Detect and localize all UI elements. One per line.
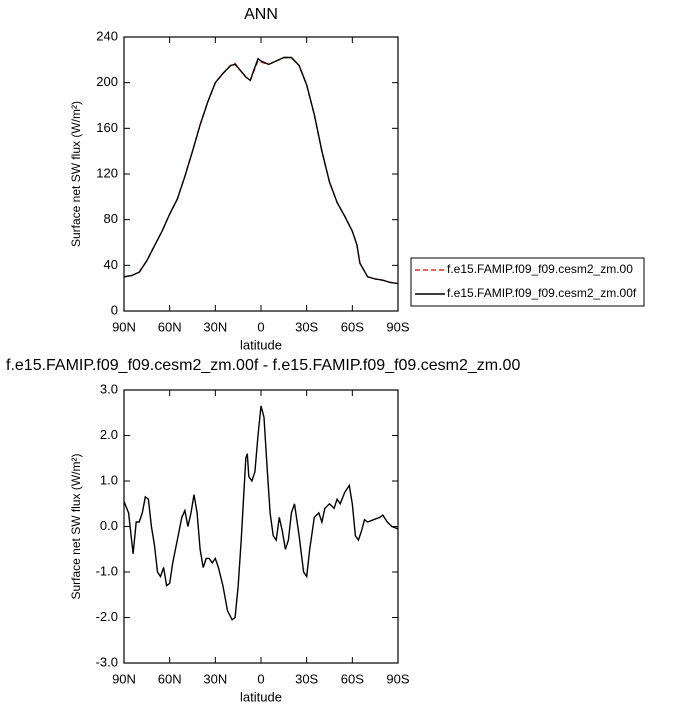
plot-frame — [123, 36, 399, 312]
data-line — [123, 405, 399, 621]
legend-box — [410, 257, 645, 307]
y-tick-label: 3.0 — [100, 381, 118, 396]
y-tick-label: -2.0 — [96, 609, 118, 624]
x-tick-label: 30S — [295, 319, 318, 334]
y-tick-label: 120 — [96, 165, 118, 180]
data-line — [123, 56, 399, 285]
y-tick-label: 40 — [104, 257, 118, 272]
chart-title: f.e15.FAMIP.f09_f09.cesm2_zm.00f - f.e15… — [6, 357, 520, 374]
x-axis-label: latitude — [240, 337, 282, 352]
y-tick-label: 240 — [96, 28, 118, 43]
legend-label: f.e15.FAMIP.f09_f09.cesm2_zm.00f — [447, 286, 637, 300]
y-tick-label: 2.0 — [100, 427, 118, 442]
x-tick-label: 60N — [158, 671, 182, 686]
data-line — [123, 56, 399, 285]
x-tick-label: 0 — [257, 671, 264, 686]
y-tick-label: 160 — [96, 120, 118, 135]
x-tick-label: 30N — [203, 319, 227, 334]
legend-label: f.e15.FAMIP.f09_f09.cesm2_zm.00 — [447, 262, 633, 276]
x-tick-label: 60S — [341, 319, 364, 334]
x-tick-label: 90S — [386, 319, 409, 334]
y-axis-label: Surface net SW flux (W/m²) — [69, 101, 83, 247]
x-tick-label: 60N — [158, 319, 182, 334]
x-tick-label: 60S — [341, 671, 364, 686]
y-axis-label: Surface net SW flux (W/m²) — [69, 453, 83, 599]
x-axis-label: latitude — [240, 689, 282, 704]
plot-frame — [123, 389, 399, 664]
x-tick-label: 90N — [112, 671, 136, 686]
y-tick-label: 0 — [111, 302, 118, 317]
y-tick-label: 80 — [104, 211, 118, 226]
y-tick-label: 1.0 — [100, 472, 118, 487]
x-tick-label: 90S — [386, 671, 409, 686]
y-tick-label: -1.0 — [96, 563, 118, 578]
chart-title: ANN — [244, 6, 278, 23]
y-tick-label: 200 — [96, 74, 118, 89]
x-tick-label: 0 — [257, 319, 264, 334]
x-tick-label: 90N — [112, 319, 136, 334]
y-tick-label: -3.0 — [96, 654, 118, 669]
x-tick-label: 30S — [295, 671, 318, 686]
x-tick-label: 30N — [203, 671, 227, 686]
y-tick-label: 0.0 — [100, 518, 118, 533]
